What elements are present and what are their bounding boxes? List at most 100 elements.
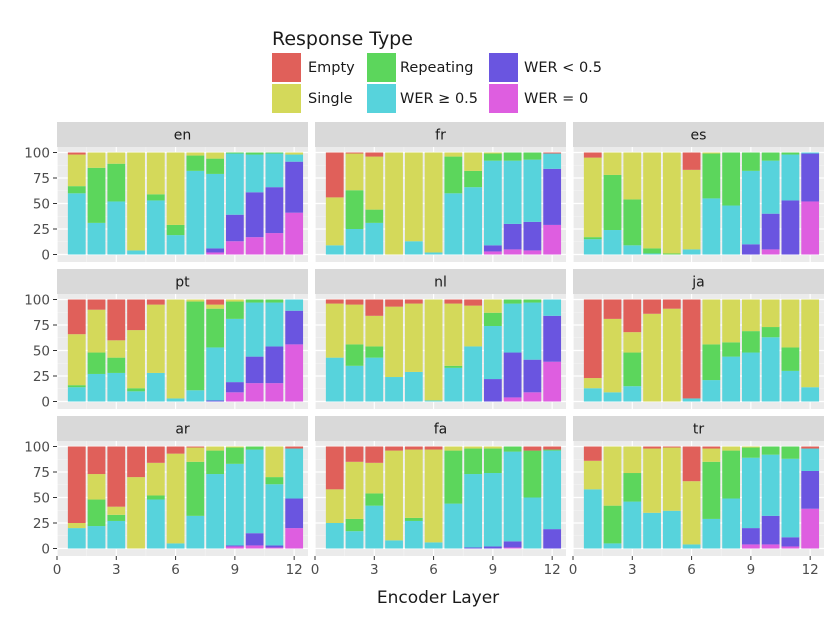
bar-fr-layer-6-single [424,152,443,253]
bar-ar-layer-3-wer_ge [107,520,126,549]
bar-tr-layer-7-repeating [702,461,721,519]
bar-en-layer-12-wer_zero [285,212,304,255]
bars [325,446,562,549]
bar-ar-layer-11-wer_zero [265,547,284,549]
bars [583,446,820,549]
bar-ar-layer-11-wer_lt [265,545,284,548]
bar-en-layer-4-single [127,152,145,251]
bar-ar-layer-8-single [206,446,225,451]
bar-ja-layer-8-wer_ge [722,356,741,402]
bar-es-layer-1-wer_ge [583,239,602,255]
bar-pt-layer-1-wer_ge [67,387,86,402]
bar-es-layer-4-single [643,152,661,249]
bar-ar-layer-5-wer_ge [146,499,165,549]
bar-pt-layer-12-wer_ge [285,299,304,311]
bar-nl-layer-1-single [325,303,344,358]
bar-nl-layer-9-repeating [483,312,502,327]
bar-en-layer-9-wer_zero [225,241,244,255]
bar-fa-layer-6-single [424,449,443,543]
bar-nl-layer-9-single [483,299,502,313]
bar-ar-layer-4-single [127,477,145,549]
x-tick-label: 3 [370,562,379,578]
bar-fa-layer-2-wer_ge [345,531,364,549]
legend-swatch [272,84,301,113]
bar-es-layer-11-wer_lt [781,200,800,255]
bar-tr-layer-3-single [623,446,642,474]
bar-en-layer-1-wer_ge [67,193,86,255]
bar-tr-layer-5-wer_ge [662,510,681,549]
bar-fa-layer-7-single [444,446,463,451]
bar-nl-layer-4-single [385,306,403,378]
x-tick-label: 12 [286,562,303,578]
bar-en-layer-2-wer_ge [87,222,106,255]
bar-ja-layer-5-empty [662,299,681,309]
bar-ar-layer-2-single [87,474,106,500]
bar-ja-layer-7-single [702,299,721,345]
bar-ja-layer-1-empty [583,299,602,379]
legend-label: WER < 0.5 [524,60,602,76]
bar-pt-layer-6-wer_ge [166,398,185,402]
bar-fa-layer-2-empty [345,446,364,462]
facet-strip [573,416,824,441]
bar-en-layer-12-wer_ge [285,154,304,162]
bar-fa-layer-10-wer_ge [503,451,522,542]
bar-pt-layer-3-wer_ge [107,372,126,402]
bar-es-layer-2-single [603,152,622,175]
bar-ar-layer-7-wer_ge [186,515,205,549]
bar-fa-layer-2-single [345,461,364,519]
bar-fa-layer-6-empty [424,446,443,450]
bar-nl-layer-3-single [365,315,384,347]
bar-ar-layer-2-empty [87,446,106,475]
bar-es-layer-2-repeating [603,174,622,231]
facet-label: es [691,128,707,144]
bar-tr-layer-10-wer_zero [761,544,780,549]
bar-en-layer-2-repeating [87,167,106,223]
bar-fa-layer-12-wer_lt [543,529,562,549]
bar-pt-layer-7-single [186,299,205,302]
bar-fa-layer-5-empty [404,446,423,450]
facet-label: fa [434,422,448,438]
bar-pt-layer-7-wer_ge [186,390,205,402]
bar-fa-layer-10-wer_lt [503,541,522,548]
bar-es-layer-9-repeating [741,152,760,171]
legend-label: WER = 0 [524,91,588,107]
bar-ja-layer-9-repeating [741,331,760,353]
bar-fa-layer-1-empty [325,446,344,490]
bar-ja-layer-11-single [781,299,800,348]
bar-pt-layer-2-wer_ge [87,373,106,402]
bar-fa-layer-11-repeating [523,450,542,498]
bar-ar-layer-12-wer_zero [285,528,304,549]
bar-nl-layer-11-wer_lt [523,359,542,393]
bar-ar-layer-3-empty [107,446,126,507]
x-axis-title: Encoder Layer [377,588,499,608]
bar-ar-layer-11-single [265,446,284,478]
bar-en-layer-9-wer_lt [225,214,244,242]
bar-pt-layer-10-wer_ge [245,302,264,357]
bar-pt-layer-8-single [206,304,225,309]
bar-nl-layer-11-wer_ge [523,302,542,360]
bar-fr-layer-9-single [483,152,502,154]
bar-ar-layer-9-repeating [225,447,244,464]
y-tick-label: 50 [33,344,50,360]
bar-ar-layer-5-repeating [146,495,165,500]
bar-ar-layer-5-single [146,462,165,496]
facet-strip [57,122,308,147]
y-tick-label: 25 [33,369,50,385]
bar-ja-layer-6-empty [682,299,701,399]
bar-pt-layer-9-wer_lt [225,382,244,393]
bar-en-layer-3-repeating [107,163,126,202]
x-axis: 0 3 6 9 12 [569,556,819,578]
bar-nl-layer-3-empty [365,299,384,316]
facet-strip [573,269,824,294]
facet-fr: fr [314,122,566,262]
bar-en-layer-8-wer_ge [206,173,225,249]
facet-label: fr [435,128,446,144]
bar-fr-layer-6-wer_ge [424,252,443,255]
bar-fa-layer-5-single [404,449,423,518]
x-tick-label: 9 [231,562,240,578]
bar-ar-layer-7-empty [186,446,205,448]
bar-fr-layer-9-wer_lt [483,245,502,252]
bar-tr-layer-6-wer_ge [682,544,701,549]
y-tick-label: 25 [33,516,50,532]
x-tick-label: 0 [311,562,320,578]
